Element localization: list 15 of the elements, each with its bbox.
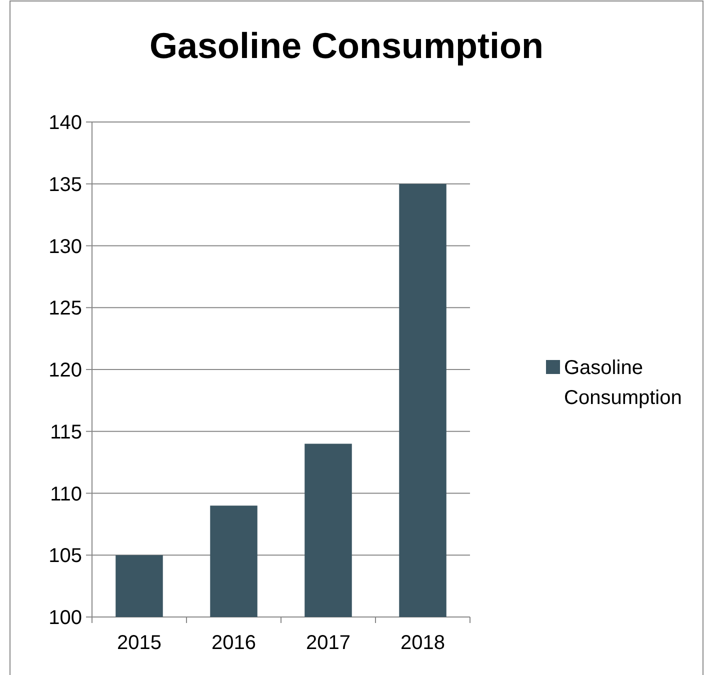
x-tick-label: 2017 (306, 632, 350, 654)
x-tick-label: 2015 (117, 632, 162, 654)
y-tick-label: 130 (48, 236, 82, 258)
y-tick-label: 140 (48, 112, 82, 134)
y-tick-label: 135 (48, 174, 82, 196)
y-tick-label: 115 (50, 421, 82, 444)
x-tick-label: 2018 (400, 632, 445, 654)
x-tick-label: 2016 (212, 632, 256, 654)
y-tick-label: 110 (50, 483, 82, 506)
legend-label: Gasoline Consumption (564, 357, 682, 409)
y-tick-label: 100 (48, 607, 82, 629)
y-tick-label: 105 (48, 545, 82, 568)
y-tick-label: 120 (48, 360, 82, 382)
chart-title: Gasoline Consumption (149, 25, 544, 66)
y-tick-label: 125 (48, 298, 82, 320)
